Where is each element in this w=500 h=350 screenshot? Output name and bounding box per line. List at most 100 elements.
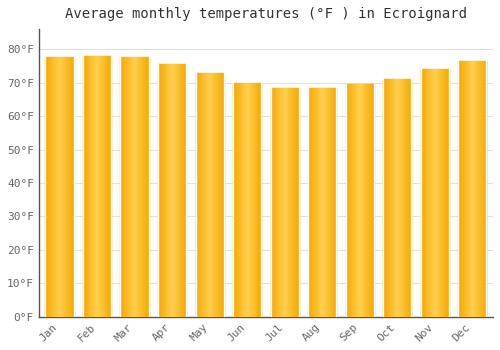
Bar [205, 72, 206, 317]
Title: Average monthly temperatures (°F ) in Ecroignard: Average monthly temperatures (°F ) in Ec… [65, 7, 467, 21]
Bar [223, 72, 224, 317]
Bar [313, 88, 314, 317]
Bar [251, 83, 252, 317]
Bar [53, 57, 54, 317]
Bar [461, 61, 462, 317]
Bar [472, 61, 474, 317]
Bar [95, 56, 96, 317]
Bar [312, 88, 313, 317]
Bar [260, 83, 261, 317]
Bar [470, 61, 472, 317]
Bar [60, 57, 62, 317]
Bar [93, 56, 94, 317]
Bar [482, 61, 484, 317]
Bar [399, 79, 400, 317]
Bar [48, 57, 49, 317]
Bar [387, 79, 388, 317]
Bar [249, 83, 250, 317]
Bar [125, 57, 126, 317]
Bar [248, 83, 249, 317]
Bar [463, 61, 464, 317]
Bar [481, 61, 482, 317]
Bar [372, 84, 373, 317]
Bar [316, 88, 318, 317]
Bar [212, 72, 214, 317]
Bar [330, 88, 332, 317]
Bar [139, 57, 140, 317]
Bar [421, 69, 422, 317]
Bar [280, 88, 281, 317]
Bar [385, 79, 386, 317]
Bar [132, 57, 134, 317]
Bar [233, 83, 234, 317]
Bar [358, 84, 359, 317]
Bar [484, 61, 486, 317]
Bar [447, 69, 448, 317]
Bar [144, 57, 145, 317]
Bar [465, 61, 466, 317]
Bar [368, 84, 369, 317]
Bar [434, 69, 435, 317]
Bar [72, 57, 74, 317]
Bar [388, 79, 389, 317]
Bar [216, 72, 217, 317]
Bar [383, 79, 384, 317]
Bar [145, 57, 146, 317]
Bar [234, 83, 235, 317]
Bar [56, 57, 58, 317]
Bar [161, 64, 162, 317]
Bar [210, 72, 212, 317]
Bar [270, 88, 272, 317]
Bar [158, 64, 159, 317]
Bar [332, 88, 334, 317]
Bar [86, 56, 88, 317]
Bar [394, 79, 396, 317]
Bar [458, 61, 460, 317]
Bar [168, 64, 170, 317]
Bar [354, 84, 355, 317]
Bar [430, 69, 431, 317]
Bar [282, 88, 283, 317]
Bar [431, 69, 432, 317]
Bar [98, 56, 99, 317]
Bar [277, 88, 278, 317]
Bar [362, 84, 364, 317]
Bar [207, 72, 208, 317]
Bar [408, 79, 410, 317]
Bar [478, 61, 479, 317]
Bar [108, 56, 109, 317]
Bar [99, 56, 100, 317]
Bar [360, 84, 362, 317]
Bar [366, 84, 368, 317]
Bar [159, 64, 160, 317]
Bar [126, 57, 127, 317]
Bar [309, 88, 310, 317]
Bar [90, 56, 92, 317]
Bar [122, 57, 124, 317]
Bar [296, 88, 297, 317]
Bar [250, 83, 251, 317]
Bar [325, 88, 326, 317]
Bar [424, 69, 426, 317]
Bar [176, 64, 177, 317]
Bar [67, 57, 68, 317]
Bar [240, 83, 242, 317]
Bar [294, 88, 295, 317]
Bar [254, 83, 256, 317]
Bar [182, 64, 184, 317]
Bar [202, 72, 203, 317]
Bar [136, 57, 138, 317]
Bar [129, 57, 130, 317]
Bar [445, 69, 446, 317]
Bar [476, 61, 477, 317]
Bar [467, 61, 468, 317]
Bar [244, 83, 246, 317]
Bar [88, 56, 90, 317]
Bar [308, 88, 309, 317]
Bar [290, 88, 292, 317]
Bar [166, 64, 168, 317]
Bar [355, 84, 356, 317]
Bar [124, 57, 125, 317]
Bar [370, 84, 371, 317]
Bar [66, 57, 67, 317]
